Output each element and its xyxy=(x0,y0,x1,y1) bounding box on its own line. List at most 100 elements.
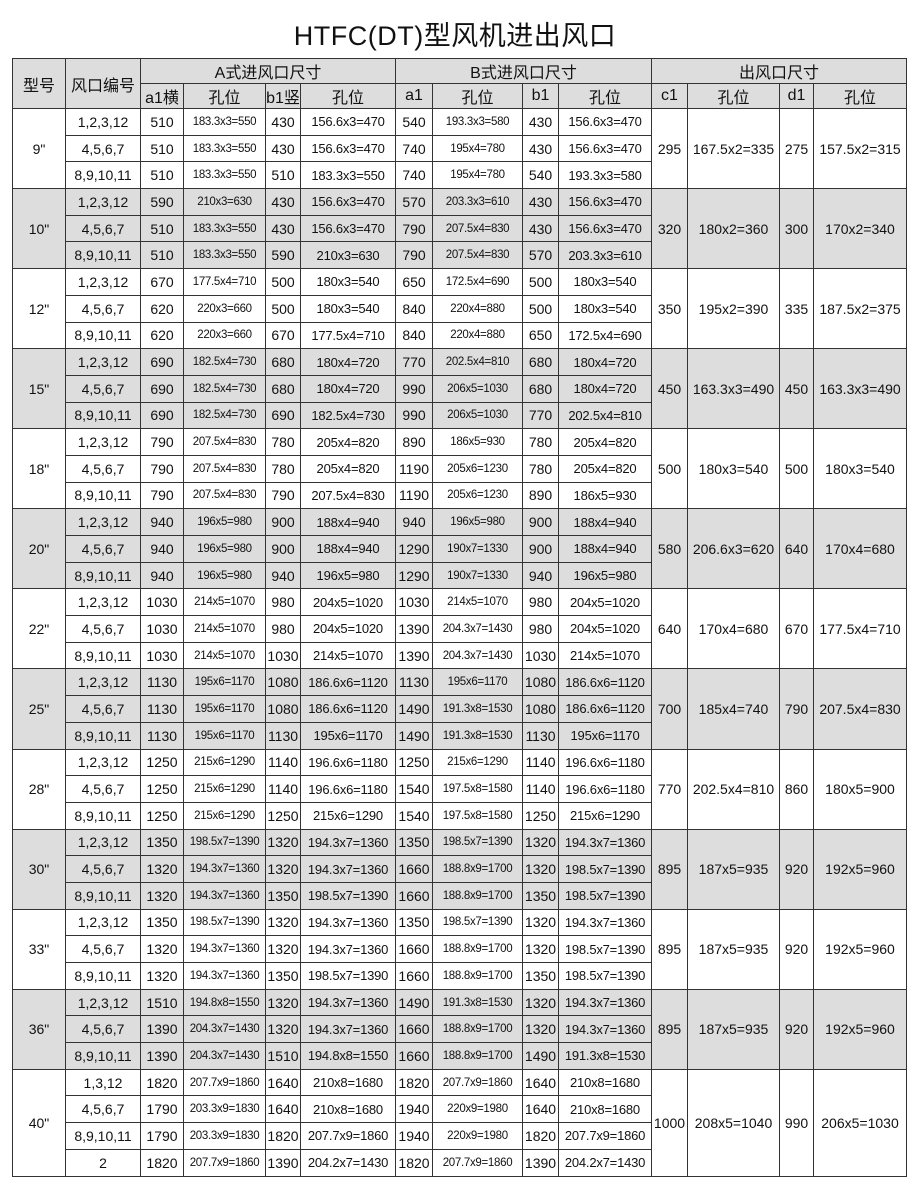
cell-a-b1: 980 xyxy=(265,588,301,617)
cell-a-a1: 1130 xyxy=(140,721,184,750)
cell-a-hole2: 194.3x7=1360 xyxy=(300,855,396,883)
cell-b-hole1: 215x6=1290 xyxy=(432,748,523,777)
cell-a-hole2: 210x8=1680 xyxy=(300,1095,396,1124)
cell-b-hole1: 188.8x9=1700 xyxy=(432,962,523,990)
cell-b-hole1: 195x4=780 xyxy=(432,161,523,190)
cell-a-hole2: 195x6=1170 xyxy=(300,721,396,750)
cell-a-hole1: 207.5x4=830 xyxy=(183,454,266,483)
cell-c-hole: 163.3x3=490 xyxy=(687,348,780,430)
cell-c-hole: 206.6x3=620 xyxy=(687,508,780,590)
table-row: 8,9,10,11 620 220x3=660 670 177.5x4=710 840 22… xyxy=(13,321,907,350)
cell-model: 30" xyxy=(12,828,66,910)
header-a-inlet: A式进风口尺寸 xyxy=(140,58,396,84)
cell-b-b1: 980 xyxy=(522,615,559,643)
cell-a-a1: 670 xyxy=(140,268,184,296)
cell-b-a1: 1660 xyxy=(395,935,433,963)
cell-b-hole1: 172.5x4=690 xyxy=(432,268,523,296)
cell-a-a1: 1030 xyxy=(140,641,184,670)
cell-b-b1: 1320 xyxy=(522,855,559,883)
cell-port-no: 8,9,10,11 xyxy=(65,401,141,430)
cell-b-a1: 1820 xyxy=(395,1068,433,1097)
cell-b-hole1: 190x7=1330 xyxy=(432,561,523,590)
cell-port-no: 8,9,10,11 xyxy=(65,1122,141,1150)
cell-b-b1: 1350 xyxy=(522,881,559,910)
cell-port-no: 1,2,3,12 xyxy=(65,748,141,777)
cell-b-hole1: 206x5=1030 xyxy=(432,374,523,403)
cell-port-no: 4,5,6,7 xyxy=(65,1015,141,1044)
cell-a-hole2: 194.8x8=1550 xyxy=(300,1042,396,1070)
cell-b-hole2: 214x5=1070 xyxy=(558,641,652,670)
table-row: 36" 1,2,3,12 1510 194.8x8=1550 1320 194.3x7=1… xyxy=(12,988,908,1070)
table-row: 25" 1,2,3,12 1130 195x6=1170 1080 186.6x6=112… xyxy=(12,668,908,750)
cell-port-no: 4,5,6,7 xyxy=(65,775,141,803)
cell-a-hole2: 180x4=720 xyxy=(300,374,396,403)
cell-port-no: 1,2,3,12 xyxy=(65,588,141,617)
table-row: 22" 1,2,3,12 1030 214x5=1070 980 204x5=1020 10… xyxy=(12,588,908,670)
table-row: 4,5,6,7 1130 195x6=1170 1080 186.6x6=1120 149… xyxy=(13,695,907,723)
cell-b-b1: 430 xyxy=(522,188,559,216)
cell-b-a1: 1250 xyxy=(395,748,433,777)
cell-b-hole1: 205x6=1230 xyxy=(432,481,523,510)
cell-model: 28" xyxy=(12,748,66,830)
cell-d1: 450 xyxy=(779,348,814,430)
cell-b-a1: 790 xyxy=(395,241,433,270)
cell-a-a1: 790 xyxy=(140,454,184,483)
cell-b-a1: 890 xyxy=(395,428,433,456)
cell-a-a1: 1130 xyxy=(140,668,184,697)
cell-a-hole1: 182.5x4=730 xyxy=(183,348,266,376)
cell-c1: 500 xyxy=(651,428,688,510)
cell-a-hole2: 215x6=1290 xyxy=(300,801,396,830)
cell-b-a1: 740 xyxy=(395,134,433,163)
cell-b-hole2: 180x3=540 xyxy=(558,294,652,323)
cell-d-hole: 180x5=900 xyxy=(812,748,908,830)
cell-b-hole2: 205x4=820 xyxy=(558,428,652,456)
header-a-hole1: 孔位 xyxy=(183,83,266,109)
cell-port-no: 1,2,3,12 xyxy=(65,188,141,216)
cell-a-b1: 1350 xyxy=(265,962,301,990)
cell-c1: 320 xyxy=(651,188,688,270)
cell-a-a1: 1030 xyxy=(140,588,184,617)
cell-d1: 920 xyxy=(779,988,814,1070)
cell-a-a1: 940 xyxy=(140,508,184,536)
cell-d-hole: 207.5x4=830 xyxy=(812,668,908,750)
cell-b-a1: 1350 xyxy=(395,908,433,937)
cell-c1: 450 xyxy=(651,348,688,430)
cell-a-hole1: 214x5=1070 xyxy=(183,588,266,617)
cell-b-b1: 900 xyxy=(522,508,559,536)
cell-b-b1: 540 xyxy=(522,161,559,190)
cell-b-hole2: 186x5=930 xyxy=(558,481,652,510)
cell-a-hole2: 180x3=540 xyxy=(300,268,396,296)
cell-a-b1: 430 xyxy=(265,188,301,216)
table-row: 8,9,10,11 1250 215x6=1290 1250 215x6=1290 154… xyxy=(13,801,907,830)
table-row: 8,9,10,11 690 182.5x4=730 690 182.5x4=730 990… xyxy=(13,401,907,430)
cell-b-b1: 500 xyxy=(522,268,559,296)
header-outlet: 出风口尺寸 xyxy=(650,58,908,84)
cell-a-b1: 1030 xyxy=(265,641,301,670)
cell-a-b1: 1080 xyxy=(265,695,301,723)
cell-b-b1: 890 xyxy=(522,481,559,510)
cell-model: 25" xyxy=(12,668,66,750)
cell-b-hole2: 180x4=720 xyxy=(558,348,652,376)
cell-port-no: 1,2,3,12 xyxy=(65,508,141,536)
cell-a-b1: 500 xyxy=(265,294,301,323)
cell-b-hole1: 198.5x7=1390 xyxy=(432,908,523,937)
cell-a-hole1: 215x6=1290 xyxy=(183,748,266,777)
cell-b-a1: 570 xyxy=(395,188,433,216)
cell-b-a1: 940 xyxy=(395,508,433,536)
cell-b-a1: 790 xyxy=(395,214,433,243)
cell-b-a1: 1940 xyxy=(395,1122,433,1150)
cell-a-b1: 1390 xyxy=(265,1148,301,1177)
table-row: 4,5,6,7 510 183.3x3=550 430 156.6x3=470 740 19… xyxy=(13,134,907,163)
cell-port-no: 1,2,3,12 xyxy=(65,108,141,136)
header-c1: c1 xyxy=(651,83,688,109)
cell-b-b1: 980 xyxy=(522,588,559,617)
header-b-a1: a1 xyxy=(395,83,433,109)
header-a-a1: a1横 xyxy=(140,83,184,109)
cell-b-hole1: 190x7=1330 xyxy=(432,535,523,563)
cell-b-hole2: 205x4=820 xyxy=(558,454,652,483)
cell-a-hole2: 196.6x6=1180 xyxy=(300,775,396,803)
cell-a-b1: 680 xyxy=(265,348,301,376)
cell-model: 20" xyxy=(12,508,66,590)
table-row: 28" 1,2,3,12 1250 215x6=1290 1140 196.6x6=118… xyxy=(12,748,908,830)
cell-b-hole1: 191.3x8=1530 xyxy=(432,695,523,723)
